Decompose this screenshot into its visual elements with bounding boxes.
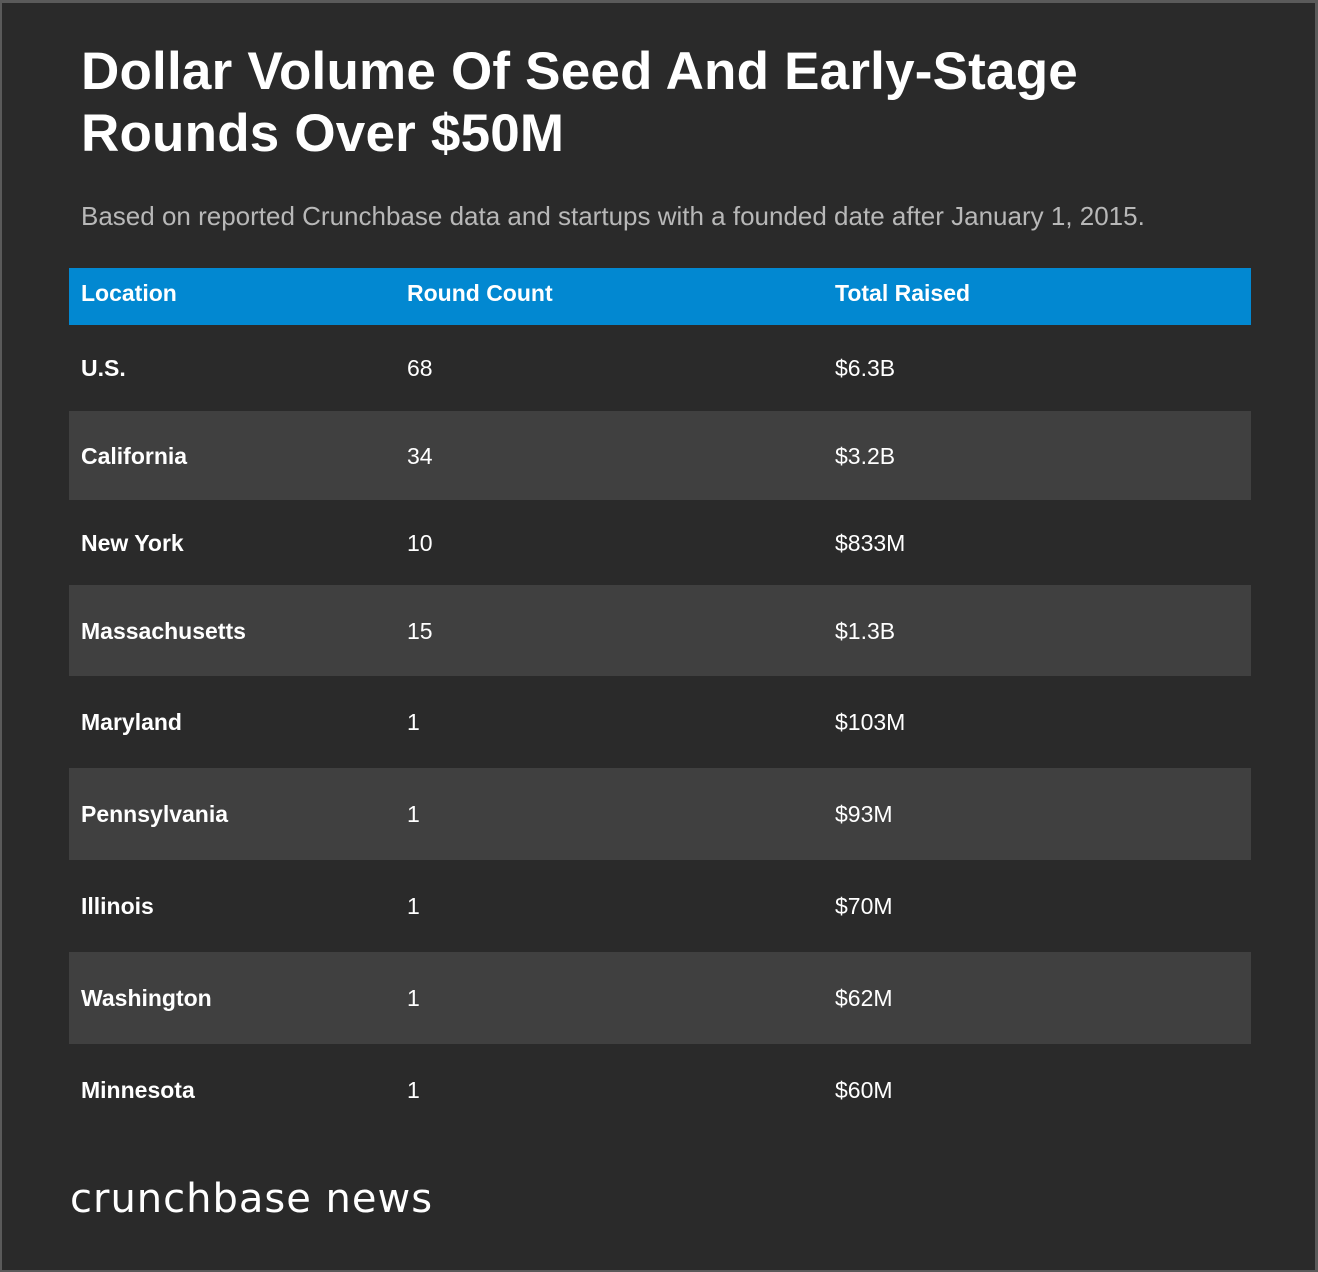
cell-round-count: 15 xyxy=(407,617,433,644)
cell-location: Minnesota xyxy=(81,1077,195,1103)
column-header-location: Location xyxy=(81,280,177,306)
cell-total-raised: $60M xyxy=(835,1077,893,1103)
cell-round-count: 10 xyxy=(407,529,433,556)
table-row: Pennsylvania 1 $93M xyxy=(69,768,1251,860)
table-row: Maryland 1 $103M xyxy=(69,676,1251,768)
cell-location: California xyxy=(81,442,188,469)
cell-round-count: 34 xyxy=(407,442,433,469)
cell-location: U.S. xyxy=(81,355,126,381)
cell-total-raised: $103M xyxy=(835,709,906,735)
column-header-total-raised: Total Raised xyxy=(835,280,971,306)
table-row: U.S. 68 $6.3B xyxy=(69,325,1251,411)
cell-location: Washington xyxy=(81,985,212,1011)
table-row: Minnesota 1 $60M xyxy=(69,1044,1251,1136)
cell-total-raised: $62M xyxy=(835,985,893,1011)
cell-total-raised: $3.2B xyxy=(835,442,896,469)
cell-total-raised: $93M xyxy=(835,801,893,827)
cell-total-raised: $70M xyxy=(835,893,893,919)
chart-subtitle: Based on reported Crunchbase data and st… xyxy=(81,201,1145,231)
cell-location: Massachusetts xyxy=(81,617,246,644)
crunchbase-news-logo: crunchbase news xyxy=(70,1176,434,1222)
table-row: California 34 $3.2B xyxy=(69,411,1251,500)
cell-total-raised: $1.3B xyxy=(835,617,896,644)
table-row: Massachusetts 15 $1.3B xyxy=(69,585,1251,676)
cell-round-count: 1 xyxy=(407,1077,420,1103)
column-header-round-count: Round Count xyxy=(407,280,553,306)
cell-location: Maryland xyxy=(81,709,182,735)
cell-round-count: 68 xyxy=(407,355,433,381)
table-row: Washington 1 $62M xyxy=(69,952,1251,1044)
chart-title: Dollar Volume Of Seed And Early-Stage Ro… xyxy=(81,42,1078,163)
table-row: Illinois 1 $70M xyxy=(69,860,1251,952)
table-row: New York 10 $833M xyxy=(69,500,1251,585)
cell-round-count: 1 xyxy=(407,801,420,827)
cell-total-raised: $833M xyxy=(835,529,906,556)
cell-round-count: 1 xyxy=(407,893,420,919)
cell-total-raised: $6.3B xyxy=(835,355,896,381)
cell-location: Illinois xyxy=(81,893,154,919)
cell-location: Pennsylvania xyxy=(81,801,229,827)
table-header: Location Round Count Total Raised xyxy=(69,268,1251,325)
data-table: Location Round Count Total Raised U.S. 6… xyxy=(69,268,1251,1136)
cell-location: New York xyxy=(81,529,184,556)
cell-round-count: 1 xyxy=(407,709,420,735)
infographic-panel: Dollar Volume Of Seed And Early-Stage Ro… xyxy=(2,3,1315,1270)
cell-round-count: 1 xyxy=(407,985,420,1011)
